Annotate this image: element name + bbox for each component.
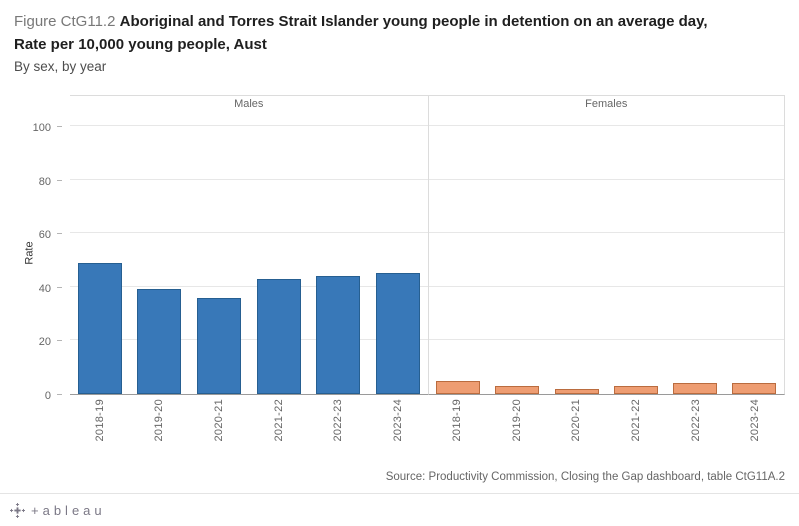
panel-males: Males 2018-19 2019-20 2020-21 2021-22 2022-23…: [70, 95, 428, 467]
panel-plot-males: [70, 113, 428, 395]
x-label-slot: 2018-19: [70, 395, 130, 467]
bar-females-2023-24[interactable]: [732, 383, 777, 394]
x-label-slot: 2018-19: [428, 395, 488, 467]
gridline: [428, 125, 784, 126]
panel-females: Females 2018-19 2019-20 2020-21 2021-22 2022-…: [427, 95, 786, 467]
chart-subtitle: By sex, by year: [14, 59, 107, 74]
chart-title-block: Figure CtG11.2 Aboriginal and Torres Str…: [14, 10, 784, 77]
y-tick-mark: [57, 286, 62, 288]
y-tick-mark: [57, 233, 62, 235]
y-tick-label: 40: [38, 282, 51, 295]
gridline: [70, 285, 428, 287]
bar-slot: [130, 113, 190, 394]
gridline: [428, 178, 784, 180]
x-tick-label: 2018-19: [451, 399, 464, 442]
x-label-slot: 2021-22: [249, 395, 309, 467]
y-tick-label: 80: [38, 175, 51, 188]
y-tick-label: 60: [38, 229, 51, 242]
x-label-slot: 2020-21: [547, 395, 607, 467]
x-tick-label: 2021-22: [272, 399, 285, 442]
y-tick-label: 20: [38, 336, 51, 349]
gridline: [70, 339, 428, 341]
x-tick-label: 2023-24: [391, 399, 404, 442]
bar-males-2022-23[interactable]: [316, 276, 361, 394]
bar-males-2023-24[interactable]: [375, 273, 420, 394]
x-tick-label: 2020-21: [570, 399, 583, 442]
bar-females-2022-23[interactable]: [673, 383, 718, 394]
bar-females-2019-20[interactable]: [495, 385, 540, 394]
gridline: [70, 125, 428, 126]
title-line-1: Figure CtG11.2 Aboriginal and Torres Str…: [14, 10, 784, 33]
tableau-footer: +ableau: [0, 493, 799, 526]
bar-slot: [70, 113, 130, 394]
bar-slot: [488, 113, 547, 394]
bar-males-2021-22[interactable]: [256, 278, 301, 394]
gridline: [428, 339, 784, 341]
x-tick-label: 2022-23: [689, 399, 702, 442]
panel-plot-females: [427, 113, 785, 395]
panel-header-males: Males: [70, 95, 428, 113]
bar-females-2021-22[interactable]: [613, 385, 658, 394]
panel-header-females: Females: [427, 95, 785, 113]
gridline: [70, 232, 428, 234]
title-text: Aboriginal and Torres Strait Islander yo…: [119, 13, 708, 30]
source-note: Source: Productivity Commission, Closing…: [385, 471, 785, 483]
x-tick-label: 2019-20: [153, 399, 166, 442]
y-axis: 0 20 40 60 80 100: [0, 113, 64, 402]
bar-males-2019-20[interactable]: [137, 289, 182, 394]
x-label-slot: 2019-20: [130, 395, 190, 467]
gridline: [70, 178, 428, 180]
x-tick-label: 2018-19: [93, 399, 106, 442]
bar-chart: Rate 0 20 40 60 80 100 Males 2018-19 2019-20 202…: [0, 95, 799, 467]
bar-females-2018-19[interactable]: [436, 380, 481, 394]
y-tick-mark: [57, 126, 62, 127]
x-axis-labels: 2018-19 2019-20 2020-21 2021-22 2022-23 2023-…: [428, 395, 786, 467]
x-label-slot: 2022-23: [666, 395, 726, 467]
bar-slot: [308, 113, 368, 394]
plot-area: Males 2018-19 2019-20 2020-21 2021-22 2022-23…: [70, 95, 785, 467]
bar-slot: [189, 113, 249, 394]
y-tick-label: 100: [32, 122, 51, 134]
bar-slot: [725, 113, 784, 394]
gridline: [428, 232, 784, 234]
x-label-slot: 2022-23: [308, 395, 368, 467]
x-tick-label: 2022-23: [332, 399, 345, 442]
x-tick-label: 2021-22: [630, 399, 643, 442]
x-label-slot: 2021-22: [606, 395, 666, 467]
x-label-slot: 2023-24: [725, 395, 785, 467]
bar-slot: [249, 113, 309, 394]
x-axis-labels: 2018-19 2019-20 2020-21 2021-22 2022-23 2023-…: [70, 395, 428, 467]
x-tick-label: 2019-20: [510, 399, 523, 442]
x-label-slot: 2020-21: [189, 395, 249, 467]
bar-slot: [666, 113, 725, 394]
x-tick-label: 2023-24: [749, 399, 762, 442]
bar-slot: [429, 113, 488, 394]
y-tick-mark: [57, 340, 62, 342]
tableau-logo-icon[interactable]: [10, 502, 25, 518]
gridline: [428, 285, 784, 287]
y-tick-mark: [57, 394, 62, 395]
figure-label: Figure CtG11.2: [14, 13, 116, 30]
bar-slot: [547, 113, 606, 394]
y-tick-mark: [57, 179, 62, 181]
bar-slot: [606, 113, 665, 394]
bar-males-2020-21[interactable]: [196, 297, 241, 394]
title-line-2: Rate per 10,000 young people, Aust: [14, 36, 267, 53]
tableau-logo-text[interactable]: +ableau: [31, 502, 106, 518]
y-tick-label: 0: [44, 390, 51, 402]
x-tick-label: 2020-21: [212, 399, 225, 442]
x-label-slot: 2019-20: [487, 395, 547, 467]
bar-slot: [368, 113, 428, 394]
bar-males-2018-19[interactable]: [77, 262, 122, 394]
bar-females-2020-21[interactable]: [554, 388, 599, 394]
x-label-slot: 2023-24: [368, 395, 428, 467]
